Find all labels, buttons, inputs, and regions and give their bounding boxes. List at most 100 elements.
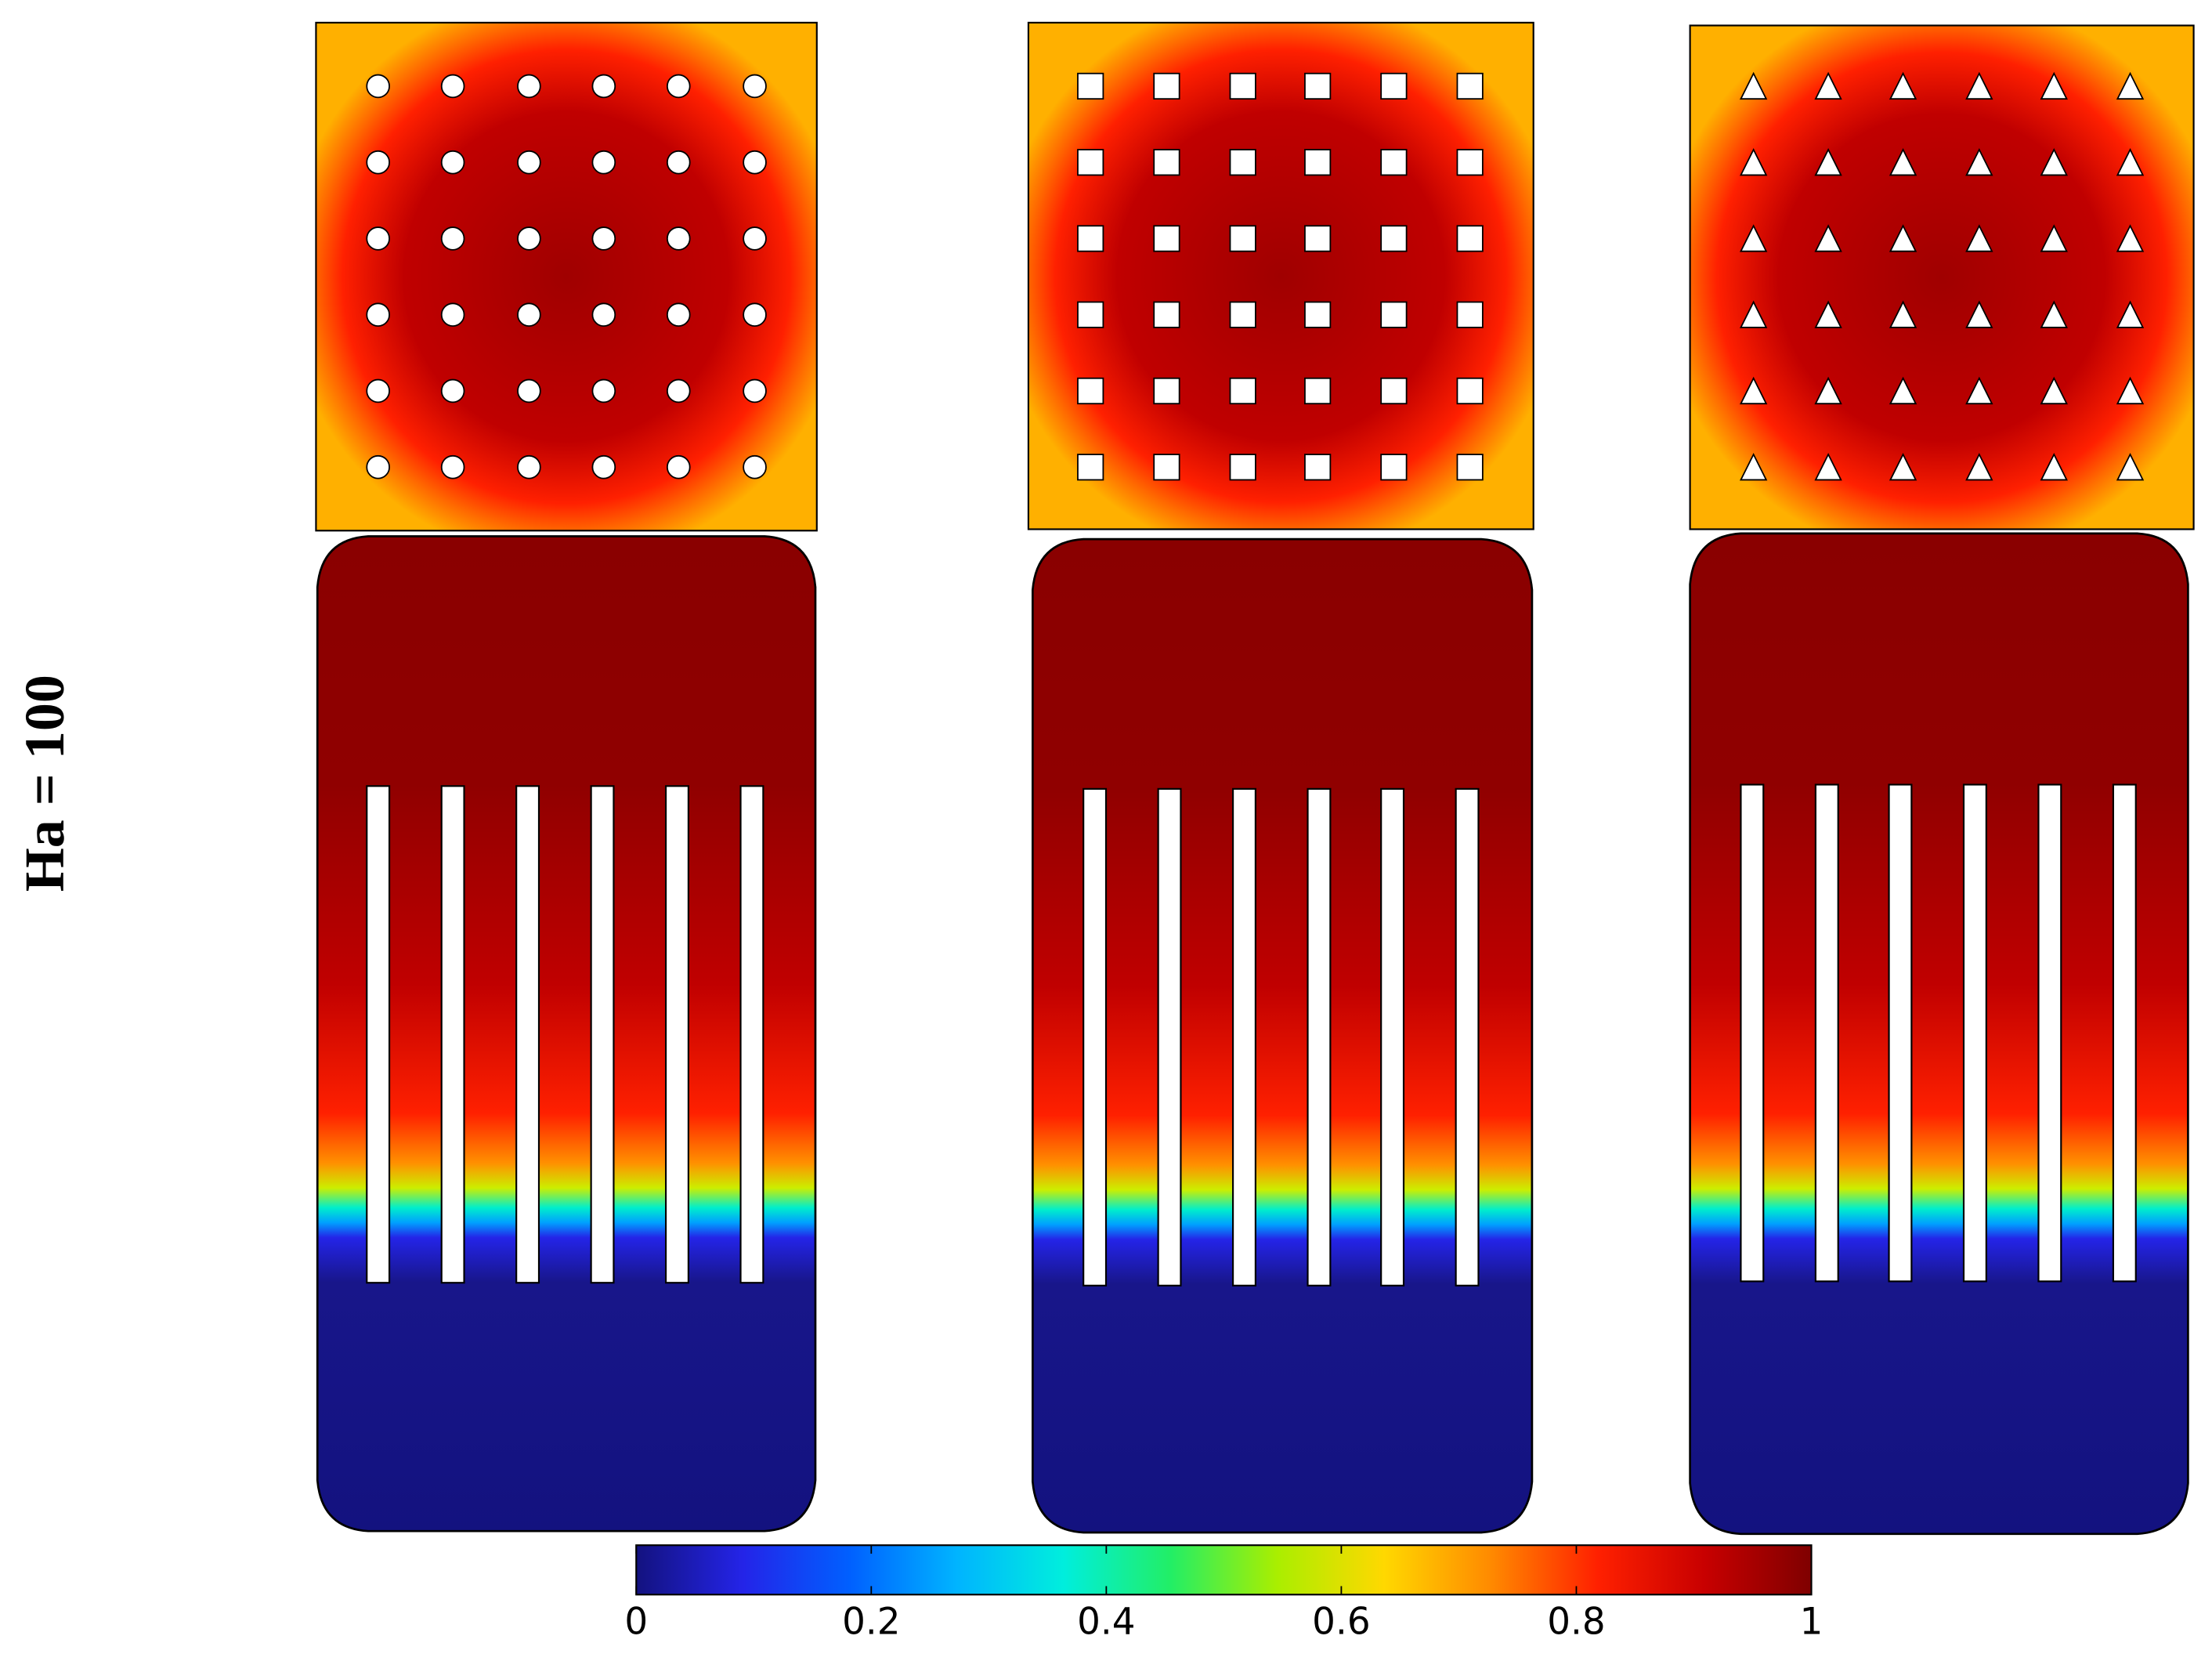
colorbar-tick-label: 0.2 [842,1601,900,1644]
obstacle [1965,147,1993,176]
obstacle [1740,147,1768,176]
obstacle [1153,377,1180,405]
obstacle [1077,225,1104,252]
obstacle [591,150,616,175]
obstacle [1889,147,1917,176]
obstacle [591,378,616,403]
obstacle [1456,454,1484,481]
fin [2037,783,2062,1283]
obstacle [1304,301,1332,328]
cross-section [315,21,818,532]
obstacle [1304,454,1332,481]
obstacle [1965,453,1993,481]
obstacle [743,74,767,99]
obstacle [1889,453,1917,481]
cross-section [1689,24,2195,530]
obstacle [1889,71,1917,100]
fin [1962,783,1987,1283]
obstacle [2116,300,2145,328]
colorbar-tick-label: 1 [1800,1601,1823,1644]
obstacle [1229,377,1256,405]
fin [1814,783,1839,1283]
colorbar-tick-label: 0.6 [1312,1601,1370,1644]
obstacle [1229,301,1256,328]
colorbar-tick-label: 0.8 [1547,1601,1605,1644]
obstacle [743,150,767,175]
obstacle [1740,300,1768,328]
obstacle [366,226,390,251]
fin [1232,787,1256,1286]
obstacle [1965,376,1993,405]
obstacle [666,74,691,99]
obstacle [1965,71,1993,100]
obstacle [1229,72,1256,100]
obstacle [743,302,767,327]
obstacle [1153,454,1180,481]
obstacle [1814,300,1842,328]
obstacle [1740,453,1768,481]
row-label: Ha = 100 [13,675,76,892]
obstacle [1304,72,1332,100]
obstacle [591,74,616,99]
obstacle [1153,72,1180,100]
obstacle [1153,225,1180,252]
obstacle [2116,147,2145,176]
obstacle [1456,72,1484,100]
obstacle [2116,224,2145,252]
obstacle [743,454,767,479]
fin [1083,787,1108,1286]
obstacle [1153,301,1180,328]
obstacle [2116,376,2145,405]
obstacle [1889,224,1917,252]
obstacle [2040,71,2068,100]
fin [440,785,465,1284]
obstacle [1077,301,1104,328]
obstacle [1814,376,1842,405]
obstacle [2116,453,2145,481]
obstacle [666,302,691,327]
obstacle [1077,149,1104,176]
obstacle [1380,454,1408,481]
obstacle [591,454,616,479]
obstacle [1077,377,1104,405]
obstacle [1456,301,1484,328]
fin [2112,783,2137,1283]
colorbar-tick-label: 0.4 [1077,1601,1135,1644]
obstacle [440,150,465,175]
obstacle [1814,224,1842,252]
obstacle [517,302,541,327]
obstacle [1077,454,1104,481]
obstacle [440,454,465,479]
obstacle [1077,72,1104,100]
obstacle [1229,149,1256,176]
obstacle [1153,149,1180,176]
side-section [1689,532,2189,1536]
obstacle [366,150,390,175]
obstacle [440,226,465,251]
obstacle [1380,377,1408,405]
obstacle [743,226,767,251]
obstacle [2116,71,2145,100]
obstacle [440,74,465,99]
obstacle [2040,300,2068,328]
obstacle [666,378,691,403]
obstacle [591,226,616,251]
obstacle [666,454,691,479]
obstacle [2040,376,2068,405]
obstacle [366,302,390,327]
obstacle [2040,147,2068,176]
obstacle [1304,149,1332,176]
fin [665,785,689,1284]
obstacle [1304,377,1332,405]
cross-section [1027,21,1534,530]
obstacle [366,454,390,479]
colorbar-tick-label: 0 [624,1601,648,1644]
obstacle [517,226,541,251]
obstacle [1965,224,1993,252]
fin [1740,783,1765,1283]
obstacle [2040,224,2068,252]
obstacle [1889,300,1917,328]
obstacle [1740,71,1768,100]
